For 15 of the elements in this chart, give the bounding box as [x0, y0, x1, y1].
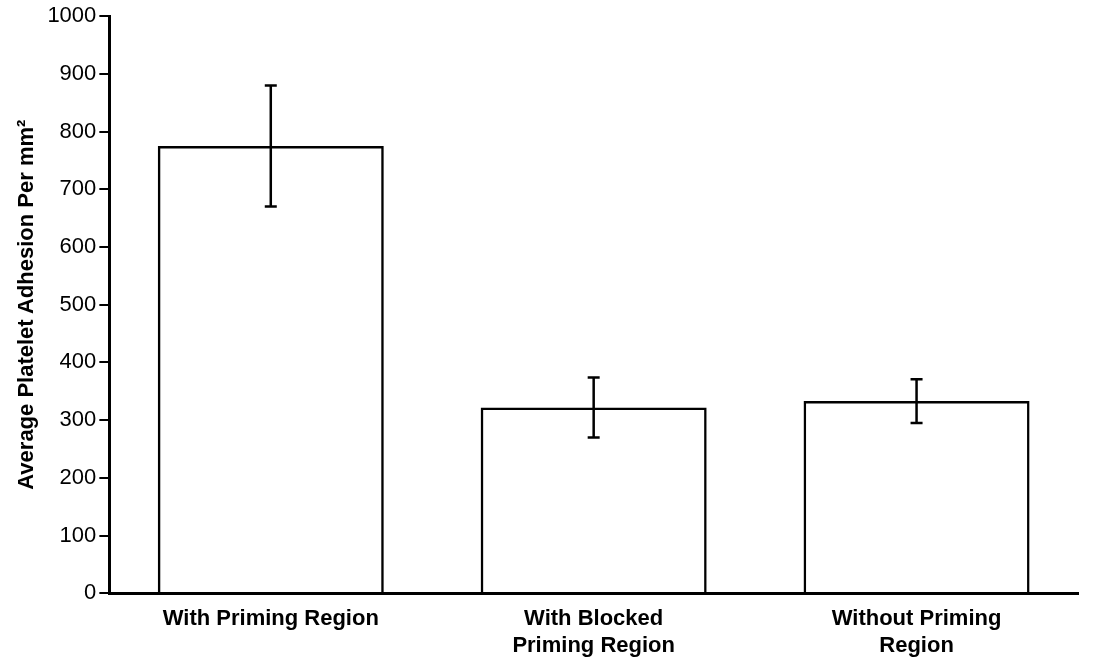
y-tick-label: 200	[59, 463, 97, 489]
y-tick-label: 300	[59, 406, 97, 432]
y-tick-label: 500	[59, 290, 97, 316]
y-tick-label: 600	[59, 233, 97, 259]
y-tick-label: 0	[84, 579, 97, 605]
y-tick-label: 700	[59, 175, 97, 201]
y-tick-label: 800	[59, 117, 97, 143]
y-tick-label: 900	[59, 59, 97, 85]
x-tick-label: With Priming Region	[162, 605, 379, 631]
x-tick-label: With Blocked Priming Region	[512, 605, 675, 657]
x-tick-label: Without Priming Region	[831, 605, 1002, 657]
y-axis-title: Average Platelet Adhesion Per mm²	[13, 119, 39, 490]
y-tick-label: 400	[59, 348, 97, 374]
y-tick-label: 100	[59, 521, 97, 547]
y-tick-label: 1000	[47, 2, 97, 28]
